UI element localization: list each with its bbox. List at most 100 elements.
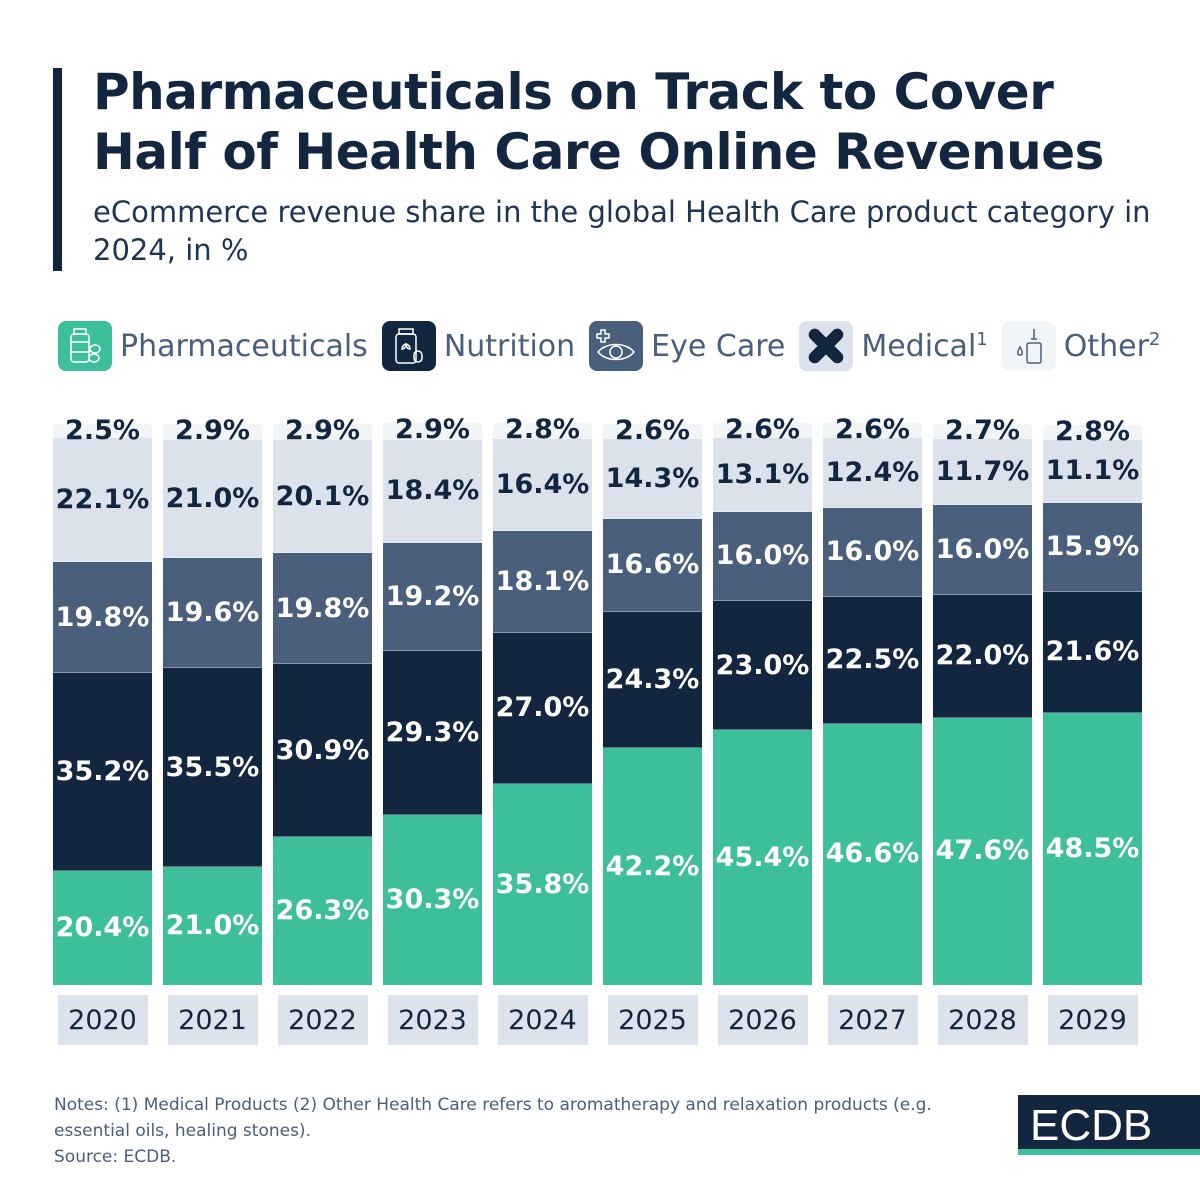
- legend-label: Eye Care: [651, 328, 786, 364]
- bar-segment-pharmaceuticals-2029: [1043, 712, 1142, 985]
- bar-segment-eye-care-2024: [493, 531, 592, 633]
- bar-segment-other-2020: [53, 424, 152, 439]
- data-label: 2.8%: [1055, 415, 1130, 447]
- bar-segment-nutrition-2020: [53, 673, 152, 871]
- legend-label: Other2: [1063, 328, 1161, 364]
- data-label: 35.5%: [165, 751, 260, 783]
- data-label: 29.3%: [385, 716, 480, 748]
- bar-segment-other-2022: [273, 424, 372, 441]
- x-tick-label: 2028: [937, 995, 1028, 1045]
- bar-segment-other-2023: [383, 423, 482, 440]
- bar-segment-medical-2027: [823, 438, 922, 508]
- x-tick-label: 2021: [167, 995, 258, 1045]
- bar-segment-nutrition-2021: [163, 668, 262, 868]
- bar-segment-eye-care-2020: [53, 562, 152, 674]
- bar-segment-medical-2022: [273, 440, 372, 554]
- bar-segment-pharmaceuticals-2024: [493, 784, 592, 985]
- data-label: 24.3%: [605, 664, 700, 696]
- x-tick-label: 2029: [1047, 995, 1138, 1045]
- data-label: 42.2%: [605, 850, 700, 882]
- data-label: 23.0%: [715, 649, 810, 681]
- data-label: 16.0%: [715, 540, 810, 572]
- legend-item-eye-care: Eye Care: [589, 321, 785, 371]
- data-label: 15.9%: [1045, 531, 1140, 563]
- bar-segment-medical-2026: [713, 438, 812, 512]
- data-label: 14.3%: [605, 462, 700, 494]
- legend-label: Medical1: [861, 328, 988, 364]
- data-label: 35.8%: [495, 868, 590, 900]
- bar-segment-medical-2021: [163, 440, 262, 559]
- data-label: 20.4%: [55, 911, 150, 943]
- bar-segment-pharmaceuticals-2027: [823, 723, 922, 985]
- pill-bottle-icon: [58, 321, 112, 371]
- data-label: 30.3%: [385, 884, 480, 915]
- bar-segment-pharmaceuticals-2028: [933, 717, 1032, 985]
- bar-segment-medical-2024: [493, 439, 592, 532]
- dropper-bottle-icon: [1001, 321, 1056, 371]
- x-tick-label: 2022: [277, 995, 368, 1045]
- data-label: 16.0%: [825, 536, 920, 568]
- bar-segment-medical-2020: [53, 438, 152, 562]
- data-label: 16.6%: [605, 549, 700, 581]
- chart-subtitle: eCommerce revenue share in the global He…: [93, 195, 1151, 267]
- bar-segment-eye-care-2022: [273, 553, 372, 665]
- data-label: 2.9%: [395, 414, 470, 446]
- data-label: 19.8%: [275, 592, 370, 624]
- bar-segment-pharmaceuticals-2021: [163, 867, 262, 985]
- bar-segment-pharmaceuticals-2026: [713, 730, 812, 985]
- data-label: 18.1%: [495, 565, 590, 597]
- data-label: 2.9%: [175, 415, 250, 446]
- data-label: 27.0%: [495, 692, 590, 724]
- x-tick-label: 2027: [827, 995, 918, 1045]
- legend-item-nutrition: Nutrition: [381, 321, 576, 371]
- x-tick-label: 2026: [717, 995, 808, 1045]
- title-accent-bar: [53, 68, 62, 271]
- data-label: 26.3%: [275, 895, 370, 927]
- bar-segment-nutrition-2029: [1043, 591, 1142, 713]
- data-label: 22.1%: [55, 484, 150, 515]
- bar-segment-medical-2023: [383, 439, 482, 543]
- bar-segment-eye-care-2023: [383, 542, 482, 651]
- bar-segment-other-2028: [933, 424, 1032, 440]
- data-label: 47.6%: [935, 835, 1030, 867]
- eye-icon: [589, 321, 644, 371]
- x-tick-label: 2020: [57, 995, 148, 1045]
- bar-segment-other-2024: [493, 423, 592, 440]
- data-label: 16.0%: [935, 533, 1030, 565]
- bar-segment-pharmaceuticals-2020: [53, 870, 152, 985]
- x-tick-label: 2023: [387, 995, 478, 1045]
- notes-text: Notes: (1) Medical Products (2) Other He…: [54, 1095, 932, 1141]
- legend: Pharmaceuticals Nutrition Eye Care Medic…: [58, 321, 1160, 371]
- bar-segment-eye-care-2021: [163, 558, 262, 669]
- data-label: 2.6%: [835, 414, 910, 446]
- legend-item-medical: Medical1: [799, 321, 988, 371]
- data-label: 18.4%: [385, 475, 480, 507]
- legend-item-other: Other2: [1001, 321, 1161, 371]
- bar-segment-eye-care-2026: [713, 511, 812, 602]
- bar-segment-nutrition-2028: [933, 594, 1032, 718]
- supplement-jar-icon: [381, 321, 436, 371]
- data-label: 21.0%: [165, 910, 260, 942]
- data-label: 2.9%: [285, 415, 360, 446]
- data-label: 19.8%: [55, 601, 150, 633]
- data-label: 16.4%: [495, 469, 590, 501]
- bar-segment-pharmaceuticals-2022: [273, 837, 372, 985]
- data-label: 2.7%: [945, 415, 1020, 446]
- data-label: 12.4%: [825, 456, 920, 488]
- bar-segment-pharmaceuticals-2023: [383, 815, 482, 985]
- data-label: 2.5%: [65, 415, 140, 446]
- chart-title: Pharmaceuticals on Track to Cover Half o…: [93, 63, 1104, 181]
- bar-segment-pharmaceuticals-2025: [603, 748, 702, 985]
- data-label: 13.1%: [715, 458, 810, 490]
- bar-segment-eye-care-2029: [1043, 502, 1142, 592]
- bar-segment-other-2021: [163, 424, 262, 441]
- bar-segment-medical-2029: [1043, 440, 1142, 503]
- data-label: 35.2%: [55, 755, 150, 787]
- bar-segment-other-2025: [603, 424, 702, 439]
- bar-segment-eye-care-2025: [603, 518, 702, 612]
- legend-label: Nutrition: [443, 328, 576, 364]
- bar-segment-other-2029: [1043, 424, 1142, 441]
- bar-segment-eye-care-2028: [933, 504, 1032, 595]
